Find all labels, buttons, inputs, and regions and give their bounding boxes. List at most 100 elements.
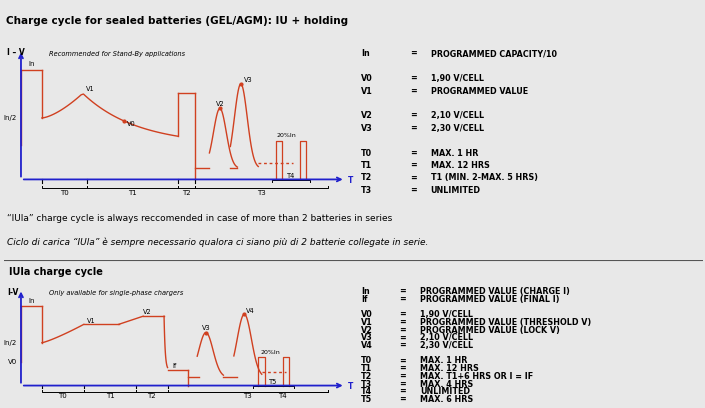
Text: MAX. 12 HRS: MAX. 12 HRS	[420, 364, 479, 373]
Text: MAX. T1+6 HRS OR I = IF: MAX. T1+6 HRS OR I = IF	[420, 372, 534, 381]
Text: T2: T2	[361, 372, 372, 381]
Text: 2,30 V/CELL: 2,30 V/CELL	[420, 341, 473, 350]
Text: T1: T1	[361, 364, 372, 373]
Text: V1: V1	[361, 318, 373, 327]
Text: V2: V2	[361, 111, 373, 120]
Text: In/2: In/2	[4, 340, 17, 346]
Text: V0: V0	[127, 122, 136, 127]
Text: 2,30 V/CELL: 2,30 V/CELL	[431, 124, 484, 133]
Text: PROGRAMMED CAPACITY/10: PROGRAMMED CAPACITY/10	[431, 49, 557, 58]
Text: V2: V2	[361, 326, 373, 335]
Text: V4: V4	[361, 341, 373, 350]
Text: In: In	[361, 49, 369, 58]
Text: T4: T4	[287, 173, 295, 179]
Text: PROGRAMMED VALUE (CHARGE I): PROGRAMMED VALUE (CHARGE I)	[420, 287, 570, 296]
Text: T4: T4	[361, 387, 372, 396]
Text: T3: T3	[361, 186, 372, 195]
Text: I – V: I – V	[7, 48, 25, 57]
Text: T3: T3	[361, 379, 372, 388]
Text: IUla charge cycle: IUla charge cycle	[9, 267, 103, 277]
Text: T5: T5	[361, 395, 372, 404]
Text: T1: T1	[361, 161, 372, 170]
Text: =: =	[410, 186, 417, 195]
Text: PROGRAMMED VALUE (FINAL I): PROGRAMMED VALUE (FINAL I)	[420, 295, 560, 304]
Text: T1 (MIN. 2-MAX. 5 HRS): T1 (MIN. 2-MAX. 5 HRS)	[431, 173, 538, 182]
Text: MAX. 1 HR: MAX. 1 HR	[431, 149, 478, 157]
Text: =: =	[410, 111, 417, 120]
Text: T5: T5	[269, 379, 278, 385]
Text: UNLIMITED: UNLIMITED	[431, 186, 481, 195]
Text: MAX. 4 HRS: MAX. 4 HRS	[420, 379, 474, 388]
Text: 1,90 V/CELL: 1,90 V/CELL	[431, 74, 484, 83]
Text: T0: T0	[361, 357, 372, 366]
Text: MAX. 6 HRS: MAX. 6 HRS	[420, 395, 474, 404]
Text: 2,10 V/CELL: 2,10 V/CELL	[420, 333, 473, 342]
Text: =: =	[399, 341, 406, 350]
Text: UNLIMITED: UNLIMITED	[420, 387, 470, 396]
Text: T2: T2	[183, 190, 191, 196]
Text: V2: V2	[143, 309, 152, 315]
Text: 2,10 V/CELL: 2,10 V/CELL	[431, 111, 484, 120]
Text: V1: V1	[87, 318, 96, 324]
Text: =: =	[399, 310, 406, 319]
Text: 20%In: 20%In	[276, 133, 296, 138]
Text: PROGRAMMED VALUE: PROGRAMMED VALUE	[431, 86, 528, 95]
Text: =: =	[399, 326, 406, 335]
Text: V2: V2	[216, 101, 225, 106]
Text: T2: T2	[147, 393, 156, 399]
Text: =: =	[410, 149, 417, 157]
Text: T: T	[348, 175, 354, 184]
Text: =: =	[399, 379, 406, 388]
Text: If: If	[173, 363, 177, 369]
Text: T3: T3	[243, 393, 252, 399]
Text: If: If	[361, 295, 367, 304]
Text: Charge cycle for sealed batteries (GEL/AGM): IU + holding: Charge cycle for sealed batteries (GEL/A…	[6, 16, 348, 26]
Text: T2: T2	[361, 173, 372, 182]
Text: =: =	[399, 295, 406, 304]
Text: V3: V3	[361, 124, 373, 133]
Text: =: =	[410, 49, 417, 58]
Text: T4: T4	[278, 393, 287, 399]
Text: T1: T1	[106, 393, 114, 399]
Text: V1: V1	[361, 86, 373, 95]
Text: MAX. 1 HR: MAX. 1 HR	[420, 357, 467, 366]
Text: =: =	[410, 86, 417, 95]
Text: In: In	[28, 61, 35, 67]
Text: V3: V3	[361, 333, 373, 342]
Text: =: =	[410, 124, 417, 133]
Text: V4: V4	[246, 308, 255, 314]
Text: I-V: I-V	[7, 288, 18, 297]
Text: =: =	[399, 364, 406, 373]
Text: =: =	[399, 318, 406, 327]
Text: T0: T0	[59, 393, 67, 399]
Text: =: =	[399, 395, 406, 404]
Text: Only available for single-phase chargers: Only available for single-phase chargers	[49, 290, 183, 296]
Text: =: =	[399, 357, 406, 366]
Text: =: =	[410, 161, 417, 170]
Text: V3: V3	[202, 326, 211, 331]
Text: =: =	[399, 387, 406, 396]
Text: T3: T3	[257, 190, 266, 196]
Text: T0: T0	[361, 149, 372, 157]
Text: T: T	[348, 381, 354, 390]
Text: T1: T1	[128, 190, 137, 196]
Text: =: =	[399, 372, 406, 381]
Text: =: =	[410, 74, 417, 83]
Text: PROGRAMMED VALUE (THRESHOLD V): PROGRAMMED VALUE (THRESHOLD V)	[420, 318, 591, 327]
Text: PROGRAMMED VALUE (LOCK V): PROGRAMMED VALUE (LOCK V)	[420, 326, 560, 335]
Text: V3: V3	[245, 77, 253, 83]
Text: V0: V0	[8, 359, 17, 365]
Text: V0: V0	[361, 310, 373, 319]
Text: “IUla” charge cycle is always reccomended in case of more than 2 batteries in se: “IUla” charge cycle is always reccomende…	[7, 214, 392, 223]
Text: Recommended for Stand-By applications: Recommended for Stand-By applications	[49, 51, 185, 57]
Text: 1,90 V/CELL: 1,90 V/CELL	[420, 310, 473, 319]
Text: MAX. 12 HRS: MAX. 12 HRS	[431, 161, 489, 170]
Text: In: In	[361, 287, 369, 296]
Text: V0: V0	[361, 74, 373, 83]
Text: 20%In: 20%In	[261, 350, 281, 355]
Text: T0: T0	[60, 190, 69, 196]
Text: In: In	[28, 298, 35, 304]
Text: Ciclo di carica “IUla” è sempre necessario qualora ci siano più di 2 batterie co: Ciclo di carica “IUla” è sempre necessar…	[7, 238, 429, 248]
Text: In/2: In/2	[4, 115, 17, 121]
Text: =: =	[410, 173, 417, 182]
